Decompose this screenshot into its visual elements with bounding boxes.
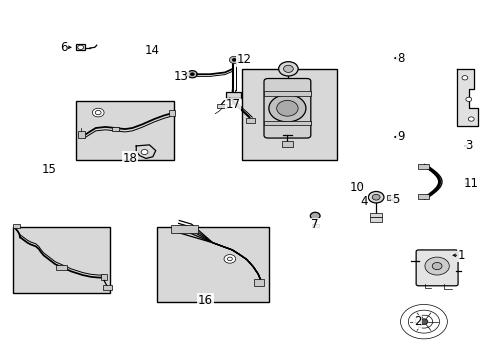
Bar [56,265,67,270]
FancyBboxPatch shape [415,250,457,286]
Circle shape [461,76,467,80]
Bar [369,217,381,222]
Bar [217,104,226,108]
Circle shape [310,212,320,220]
Bar [112,127,119,131]
Text: 5: 5 [391,193,399,206]
Text: 13: 13 [173,69,188,82]
Bar [225,92,240,98]
Text: 7: 7 [311,218,318,231]
Bar [103,285,112,290]
Bar [264,91,310,96]
Circle shape [78,45,83,49]
Circle shape [371,194,379,200]
Text: 12: 12 [237,53,251,66]
Bar [242,69,336,160]
Text: 8: 8 [396,51,404,64]
Circle shape [141,149,148,154]
Bar [157,226,268,302]
Text: 15: 15 [42,163,57,176]
Circle shape [268,95,305,122]
Text: 3: 3 [464,139,471,152]
Text: 10: 10 [348,181,364,194]
Circle shape [224,255,235,263]
Circle shape [227,257,232,261]
FancyBboxPatch shape [264,78,310,138]
Bar [281,140,293,147]
Circle shape [95,111,101,115]
Bar [101,274,107,280]
Bar [417,194,428,199]
Circle shape [92,108,104,117]
Bar [254,279,264,286]
Bar [369,213,381,217]
Circle shape [468,117,473,121]
Circle shape [232,58,236,61]
Polygon shape [456,69,477,126]
Bar [171,225,198,233]
Bar [168,110,174,116]
Bar [13,224,20,228]
Bar [76,44,85,50]
Bar [78,131,85,138]
Text: 16: 16 [198,294,213,307]
Polygon shape [136,145,156,158]
Bar [311,224,318,227]
Circle shape [465,97,471,102]
Circle shape [276,100,298,116]
Circle shape [190,73,194,76]
Text: 14: 14 [144,44,159,57]
Circle shape [419,319,427,324]
Circle shape [424,257,448,275]
Bar [245,118,254,123]
Text: 11: 11 [463,177,478,190]
Circle shape [278,62,298,76]
Text: 6: 6 [60,41,68,54]
Text: 4: 4 [360,195,367,208]
Circle shape [229,56,239,63]
Circle shape [283,65,293,72]
Text: 1: 1 [457,249,464,262]
Circle shape [367,192,383,203]
Text: 2: 2 [413,315,421,328]
Text: 18: 18 [122,152,137,165]
Circle shape [431,262,441,270]
Bar [264,121,310,125]
Bar [13,226,110,293]
Text: 9: 9 [396,130,404,144]
Text: 17: 17 [225,98,240,111]
Bar [76,101,173,160]
Bar [386,195,396,200]
Circle shape [187,71,197,78]
Bar [417,164,428,169]
